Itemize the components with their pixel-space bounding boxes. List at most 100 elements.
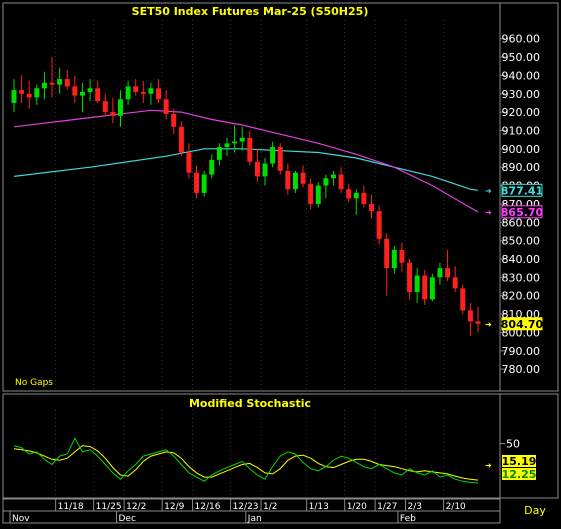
candle-body <box>262 163 268 177</box>
candle-body <box>338 174 344 190</box>
candle-body <box>300 172 306 184</box>
price-tag-value: 865.70 <box>501 206 544 219</box>
price-tick-label: 930.00 <box>502 88 541 101</box>
price-tick-label: 850.00 <box>502 235 541 248</box>
stochastic-title: Modified Stochastic <box>189 397 311 410</box>
candle-body <box>34 88 40 98</box>
candle-body <box>178 126 184 153</box>
price-tick-label: 910.00 <box>502 124 541 137</box>
x-tick-label: 1/2 <box>263 502 277 512</box>
x-tick-label: 1/20 <box>347 502 367 512</box>
candle-body <box>315 185 321 204</box>
candle-body <box>209 159 215 175</box>
month-label: Feb <box>400 514 416 524</box>
stochastic-axis-ticks: 50 <box>500 438 520 451</box>
x-tick-label: 11/25 <box>96 502 122 512</box>
x-tick-label: 12/23 <box>233 502 259 512</box>
candle-body <box>254 161 260 177</box>
price-tick-label: 950.00 <box>502 51 541 64</box>
x-axis-ticks: 11/18 11/25 12/2 12/9 12/16 12/23 1/2 1/13 1/20 1… <box>9 499 466 524</box>
candle-body <box>125 86 131 100</box>
price-tag-box <box>501 183 543 197</box>
stochastic-grid <box>55 410 445 497</box>
candle-body <box>110 112 116 116</box>
x-tick-label: 12/2 <box>126 502 146 512</box>
candle-body <box>72 86 78 96</box>
price-panel[interactable] <box>2 2 501 392</box>
x-tick-label: 12/9 <box>164 502 184 512</box>
price-tick-label: 790.00 <box>502 345 541 358</box>
period-label[interactable]: Day <box>524 504 546 517</box>
ma-fast-line <box>13 148 479 191</box>
x-tick-label: 11/18 <box>58 502 84 512</box>
price-tick-label: 920.00 <box>502 106 541 119</box>
candle-body <box>102 101 108 113</box>
moving-averages <box>13 109 479 213</box>
price-tick-label: 940.00 <box>502 69 541 82</box>
candle-body <box>399 249 405 263</box>
x-tick-label: 2/10 <box>446 502 466 512</box>
candle-body <box>353 192 359 199</box>
ma-slow-line <box>13 109 479 213</box>
candle-body <box>323 178 329 186</box>
price-tag-arrow: ➜ <box>485 186 492 195</box>
candle-body <box>232 141 238 144</box>
candle-body <box>64 79 70 87</box>
stoch-tag-arrow: ➜ <box>485 461 492 470</box>
candle-body <box>467 310 473 322</box>
x-tick-label: 2/3 <box>408 502 422 512</box>
price-tick-label: 830.00 <box>502 271 541 284</box>
stoch-yellow-line <box>13 445 479 481</box>
candle-body <box>376 211 382 239</box>
candle-body <box>422 275 428 300</box>
candle-body <box>330 174 336 179</box>
price-tag-value: 804.70 <box>501 318 544 331</box>
candle-body <box>186 152 192 173</box>
candle-body <box>475 321 481 324</box>
candle-body <box>140 91 146 94</box>
candle-body <box>239 137 245 142</box>
candle-body <box>224 143 230 148</box>
candle-body <box>414 275 420 293</box>
candle-body <box>11 90 17 103</box>
month-label: Jan <box>247 514 262 524</box>
stoch-green-line <box>13 437 479 484</box>
candle-body <box>133 86 139 92</box>
price-grid <box>55 20 445 389</box>
price-tick-label: 900.00 <box>502 143 541 156</box>
month-label: Nov <box>12 514 30 524</box>
candle-body <box>95 88 101 102</box>
candle-body <box>201 174 207 193</box>
candle-body <box>117 99 123 116</box>
price-tick-label: 840.00 <box>502 253 541 266</box>
stoch-tag-value: 15.19 <box>502 455 537 468</box>
candle-body <box>194 172 200 193</box>
price-tag-value: 877.41 <box>501 184 543 197</box>
candle-body <box>384 238 390 269</box>
candle-body <box>41 82 47 89</box>
candle-body <box>26 93 32 98</box>
candle-body <box>429 277 435 300</box>
x-tick-label: 1/13 <box>309 502 329 512</box>
candle-body <box>156 88 162 100</box>
price-tag-box <box>501 317 543 331</box>
no-gaps-label: No Gaps <box>15 378 53 388</box>
candle-body <box>452 277 458 289</box>
stoch-tag-value: 12.25 <box>502 468 537 481</box>
candle-body <box>247 137 253 162</box>
candle-body <box>19 90 25 94</box>
stochastic-lines <box>13 437 479 484</box>
candle-body <box>79 91 85 96</box>
candle-body <box>285 170 291 190</box>
price-tag-arrow: ➜ <box>485 320 492 329</box>
stoch-tag-box <box>502 468 536 480</box>
candle-body <box>270 147 276 164</box>
candle-body <box>277 147 283 171</box>
candle-body <box>49 82 55 85</box>
x-tick-label: 12/16 <box>195 502 221 512</box>
price-tag-arrow: ➜ <box>485 208 492 217</box>
stoch-tag-box <box>502 455 536 467</box>
price-tick-label: 820.00 <box>502 290 541 303</box>
